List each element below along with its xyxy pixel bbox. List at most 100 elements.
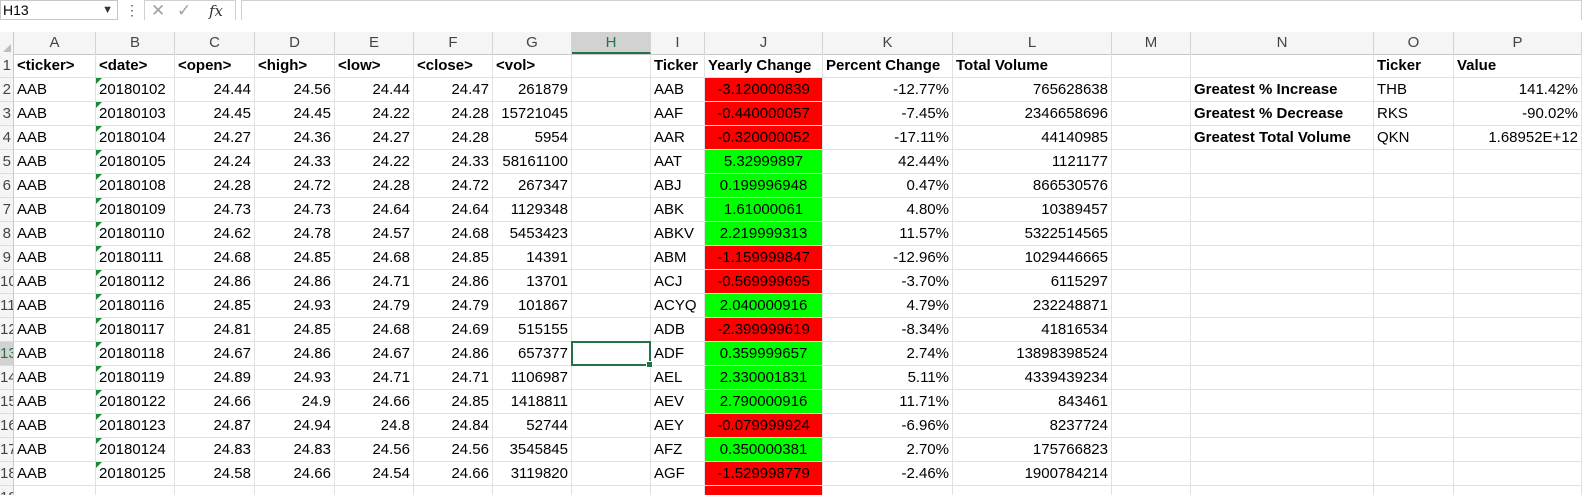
row-header-11[interactable]: 11 [0, 294, 14, 318]
raw-header-cell[interactable]: <open> [175, 54, 255, 78]
yearly-change-cell[interactable]: -1.159999847 [705, 246, 823, 270]
raw-data-cell[interactable]: 24.67 [335, 342, 414, 366]
summary-header-cell[interactable]: Yearly Change [705, 54, 823, 78]
grid-cell[interactable] [572, 390, 651, 414]
grid-cell[interactable] [572, 414, 651, 438]
raw-data-cell[interactable]: 5954 [493, 126, 572, 150]
grid-cell[interactable] [1112, 174, 1191, 198]
total-volume-cell[interactable]: 13898398524 [953, 342, 1112, 366]
raw-data-cell[interactable]: 24.56 [335, 438, 414, 462]
raw-data-cell[interactable]: 24.28 [414, 102, 493, 126]
yearly-change-cell[interactable]: -3.120000839 [705, 78, 823, 102]
column-header-i[interactable]: I [651, 32, 705, 54]
yearly-change-cell[interactable]: 2.219999313 [705, 222, 823, 246]
grid-cell[interactable] [1454, 318, 1582, 342]
greatest-ticker-cell[interactable]: RKS [1374, 102, 1454, 126]
raw-data-cell[interactable]: 20180125 [96, 462, 175, 486]
raw-data-cell[interactable]: 24.56 [255, 78, 335, 102]
column-header-f[interactable]: F [414, 32, 493, 54]
grid-cell[interactable] [1112, 414, 1191, 438]
greatest-header-cell[interactable]: Value [1454, 54, 1582, 78]
raw-data-cell[interactable]: 24.71 [335, 270, 414, 294]
greatest-ticker-cell[interactable]: THB [1374, 78, 1454, 102]
total-volume-cell[interactable]: 2346658696 [953, 102, 1112, 126]
raw-data-cell[interactable]: 24.27 [335, 126, 414, 150]
raw-data-cell[interactable]: 20180122 [96, 390, 175, 414]
raw-data-cell[interactable]: 24.56 [414, 438, 493, 462]
grid-cell[interactable] [572, 462, 651, 486]
total-volume-cell[interactable]: 44140985 [953, 126, 1112, 150]
raw-data-cell[interactable]: 20180104 [96, 126, 175, 150]
column-header-p[interactable]: P [1454, 32, 1582, 54]
raw-data-cell[interactable]: 515155 [493, 318, 572, 342]
grid-cell[interactable] [572, 486, 651, 495]
grid-cell[interactable] [493, 486, 572, 495]
raw-data-cell[interactable]: 20180109 [96, 198, 175, 222]
raw-data-cell[interactable]: 24.86 [175, 270, 255, 294]
grid-cell[interactable] [1191, 198, 1374, 222]
grid-cell[interactable] [1374, 414, 1454, 438]
summary-ticker-cell[interactable]: AAT [651, 150, 705, 174]
grid-cell[interactable] [1112, 54, 1191, 78]
raw-data-cell[interactable]: 58161100 [493, 150, 572, 174]
raw-data-cell[interactable]: 24.57 [335, 222, 414, 246]
yearly-change-cell[interactable]: -0.569999695 [705, 270, 823, 294]
summary-ticker-cell[interactable]: ACJ [651, 270, 705, 294]
grid-cell[interactable] [1112, 270, 1191, 294]
grid-cell[interactable] [1374, 486, 1454, 495]
raw-data-cell[interactable]: AAB [14, 414, 96, 438]
total-volume-cell[interactable]: 10389457 [953, 198, 1112, 222]
yearly-change-cell[interactable]: 0.359999657 [705, 342, 823, 366]
more-options-icon[interactable]: ⋮ [125, 2, 139, 18]
grid-cell[interactable] [572, 318, 651, 342]
raw-data-cell[interactable]: AAB [14, 126, 96, 150]
summary-ticker-cell[interactable]: ABK [651, 198, 705, 222]
grid-cell[interactable] [572, 78, 651, 102]
column-header-j[interactable]: J [705, 32, 823, 54]
raw-data-cell[interactable]: 24.89 [175, 366, 255, 390]
raw-data-cell[interactable]: AAB [14, 270, 96, 294]
total-volume-cell[interactable]: 1121177 [953, 150, 1112, 174]
yearly-change-cell[interactable]: 0.199996948 [705, 174, 823, 198]
percent-change-cell[interactable]: 2.70% [823, 438, 953, 462]
raw-data-cell[interactable]: 24.71 [335, 366, 414, 390]
total-volume-cell[interactable]: 866530576 [953, 174, 1112, 198]
percent-change-cell[interactable]: -3.70% [823, 270, 953, 294]
row-header-10[interactable]: 10 [0, 270, 14, 294]
raw-data-cell[interactable]: 101867 [493, 294, 572, 318]
raw-data-cell[interactable]: 3545845 [493, 438, 572, 462]
grid-cell[interactable] [1374, 222, 1454, 246]
percent-change-cell[interactable]: -6.96% [823, 414, 953, 438]
grid-cell[interactable] [1112, 126, 1191, 150]
yearly-change-cell[interactable]: 2.040000916 [705, 294, 823, 318]
grid-cell[interactable] [1454, 462, 1582, 486]
grid-cell[interactable] [1112, 390, 1191, 414]
select-all-button[interactable] [0, 32, 14, 54]
raw-data-cell[interactable]: 24.28 [414, 126, 493, 150]
grid-cell[interactable] [1191, 270, 1374, 294]
raw-data-cell[interactable]: 24.85 [414, 390, 493, 414]
raw-data-cell[interactable]: 24.86 [414, 270, 493, 294]
grid-cell[interactable] [1112, 366, 1191, 390]
raw-data-cell[interactable]: 20180111 [96, 246, 175, 270]
raw-data-cell[interactable]: 1106987 [493, 366, 572, 390]
raw-data-cell[interactable]: 24.68 [335, 318, 414, 342]
summary-ticker-cell[interactable]: ABM [651, 246, 705, 270]
grid-cell[interactable] [414, 486, 493, 495]
summary-ticker-cell[interactable]: AEY [651, 414, 705, 438]
grid-cell[interactable] [335, 486, 414, 495]
raw-data-cell[interactable]: 24.62 [175, 222, 255, 246]
total-volume-cell[interactable]: 5322514565 [953, 222, 1112, 246]
row-header-1[interactable]: 1 [0, 54, 14, 78]
grid-cell[interactable] [1374, 462, 1454, 486]
row-header-9[interactable]: 9 [0, 246, 14, 270]
column-header-n[interactable]: N [1191, 32, 1374, 54]
raw-data-cell[interactable]: 24.64 [335, 198, 414, 222]
total-volume-cell[interactable]: 8237724 [953, 414, 1112, 438]
grid-cell[interactable] [572, 126, 651, 150]
raw-data-cell[interactable]: AAB [14, 102, 96, 126]
summary-header-cell[interactable]: Total Volume [953, 54, 1112, 78]
raw-data-cell[interactable]: 20180112 [96, 270, 175, 294]
raw-data-cell[interactable]: 24.33 [255, 150, 335, 174]
raw-data-cell[interactable]: AAB [14, 390, 96, 414]
